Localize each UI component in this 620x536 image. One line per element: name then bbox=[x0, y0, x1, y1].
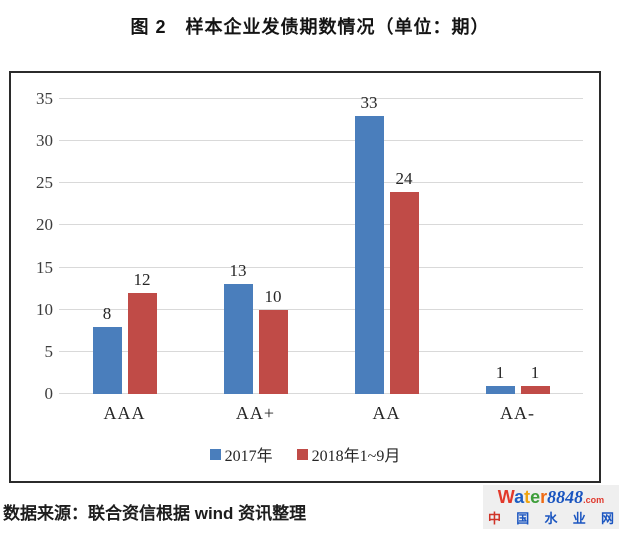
logo-tagline-char: 国 bbox=[516, 511, 530, 526]
bar-value-label: 12 bbox=[133, 269, 151, 289]
bar-AA+: 10 bbox=[258, 287, 288, 394]
x-axis-category-label: AA bbox=[372, 403, 401, 423]
y-axis-tick-label: 5 bbox=[44, 341, 54, 361]
y-axis-labels: 0 5 10 15 20 25 30 35 bbox=[19, 89, 54, 403]
logo-tagline-char: 网 bbox=[600, 511, 614, 526]
x-axis-category-label: AA+ bbox=[235, 403, 276, 423]
logo-letter: a bbox=[514, 487, 525, 507]
y-axis-tick-label: 0 bbox=[44, 384, 54, 403]
gridline bbox=[59, 350, 583, 352]
chart-title: 图 2 样本企业发债期数情况（单位：期） bbox=[130, 17, 490, 37]
x-axis-labels: AAA AA+ AA AA- bbox=[59, 403, 583, 427]
y-axis-tick-label: 30 bbox=[36, 131, 53, 151]
logo-letter: r bbox=[540, 487, 548, 507]
bar-value-label: 33 bbox=[360, 92, 378, 112]
gridline bbox=[59, 308, 583, 310]
chart-frame: 8 12 13 10 33 24 1 1 0 5 10 15 20 25 30 35 AAA AA+ AA AA-… bbox=[9, 71, 601, 483]
logo-number-8848: 8848 bbox=[547, 487, 584, 507]
water8848-logo: Water8848.com 中国水业网 bbox=[483, 485, 619, 529]
bar-value-label: 1 bbox=[495, 362, 505, 382]
legend-item: 2017年 bbox=[209, 442, 273, 466]
plot-area: 8 12 13 10 33 24 1 1 bbox=[59, 93, 583, 394]
y-axis-tick-label: 20 bbox=[36, 215, 53, 235]
bar-AA: 33 bbox=[354, 93, 384, 394]
legend-item: 2018年1~9月 bbox=[296, 442, 401, 466]
gridline bbox=[59, 98, 583, 99]
bar-value-label: 10 bbox=[264, 286, 282, 306]
legend-swatch bbox=[209, 448, 221, 460]
bar-value-label: 1 bbox=[530, 362, 540, 382]
gridline bbox=[59, 224, 583, 226]
gridline bbox=[59, 140, 583, 142]
legend-label: 2017年 bbox=[224, 448, 273, 465]
y-axis-tick-label: 25 bbox=[36, 173, 53, 193]
bar-AA-: 1 bbox=[485, 363, 515, 394]
bar-AAA: 8 bbox=[92, 304, 122, 394]
bar-AA+: 13 bbox=[223, 261, 253, 394]
y-axis-tick-label: 15 bbox=[36, 257, 53, 277]
logo-letter: t bbox=[524, 487, 531, 507]
logo-tagline-char: 业 bbox=[572, 511, 586, 526]
data-source-note: 数据来源：联合资信根据 wind 资讯整理 bbox=[3, 504, 307, 523]
bar-group: 33 24 bbox=[354, 93, 419, 394]
bar-value-label: 13 bbox=[229, 261, 247, 281]
logo-tagline-char: 中 bbox=[488, 511, 502, 526]
logo-letter: e bbox=[530, 487, 541, 507]
bar-value-label: 8 bbox=[102, 303, 112, 323]
bar-AA-: 1 bbox=[520, 363, 550, 394]
y-axis-tick-label: 10 bbox=[36, 299, 53, 319]
gridline bbox=[59, 266, 583, 268]
chart-legend: 2017年 2018年1~9月 bbox=[11, 442, 599, 466]
gridline bbox=[59, 182, 583, 184]
bar-value-label: 24 bbox=[395, 168, 413, 188]
logo-letter: W bbox=[497, 487, 515, 507]
bar-group: 13 10 bbox=[223, 99, 288, 394]
x-axis-category-label: AAA bbox=[103, 403, 146, 423]
bar-group: 8 12 bbox=[92, 99, 157, 394]
logo-word-water: Water bbox=[498, 487, 547, 507]
logo-wordmark: Water8848.com bbox=[484, 487, 618, 510]
gridline bbox=[59, 393, 583, 394]
x-axis-category-label: AA- bbox=[500, 403, 535, 423]
legend-swatch bbox=[296, 448, 308, 460]
bar-AAA: 12 bbox=[127, 270, 157, 394]
y-axis-tick-label: 35 bbox=[36, 89, 53, 108]
bar-AA: 24 bbox=[389, 169, 419, 394]
logo-tagline: 中国水业网 bbox=[484, 510, 618, 526]
logo-tagline-char: 水 bbox=[544, 511, 558, 526]
logo-tld-com: .com bbox=[583, 495, 605, 505]
legend-label: 2018年1~9月 bbox=[311, 448, 401, 465]
